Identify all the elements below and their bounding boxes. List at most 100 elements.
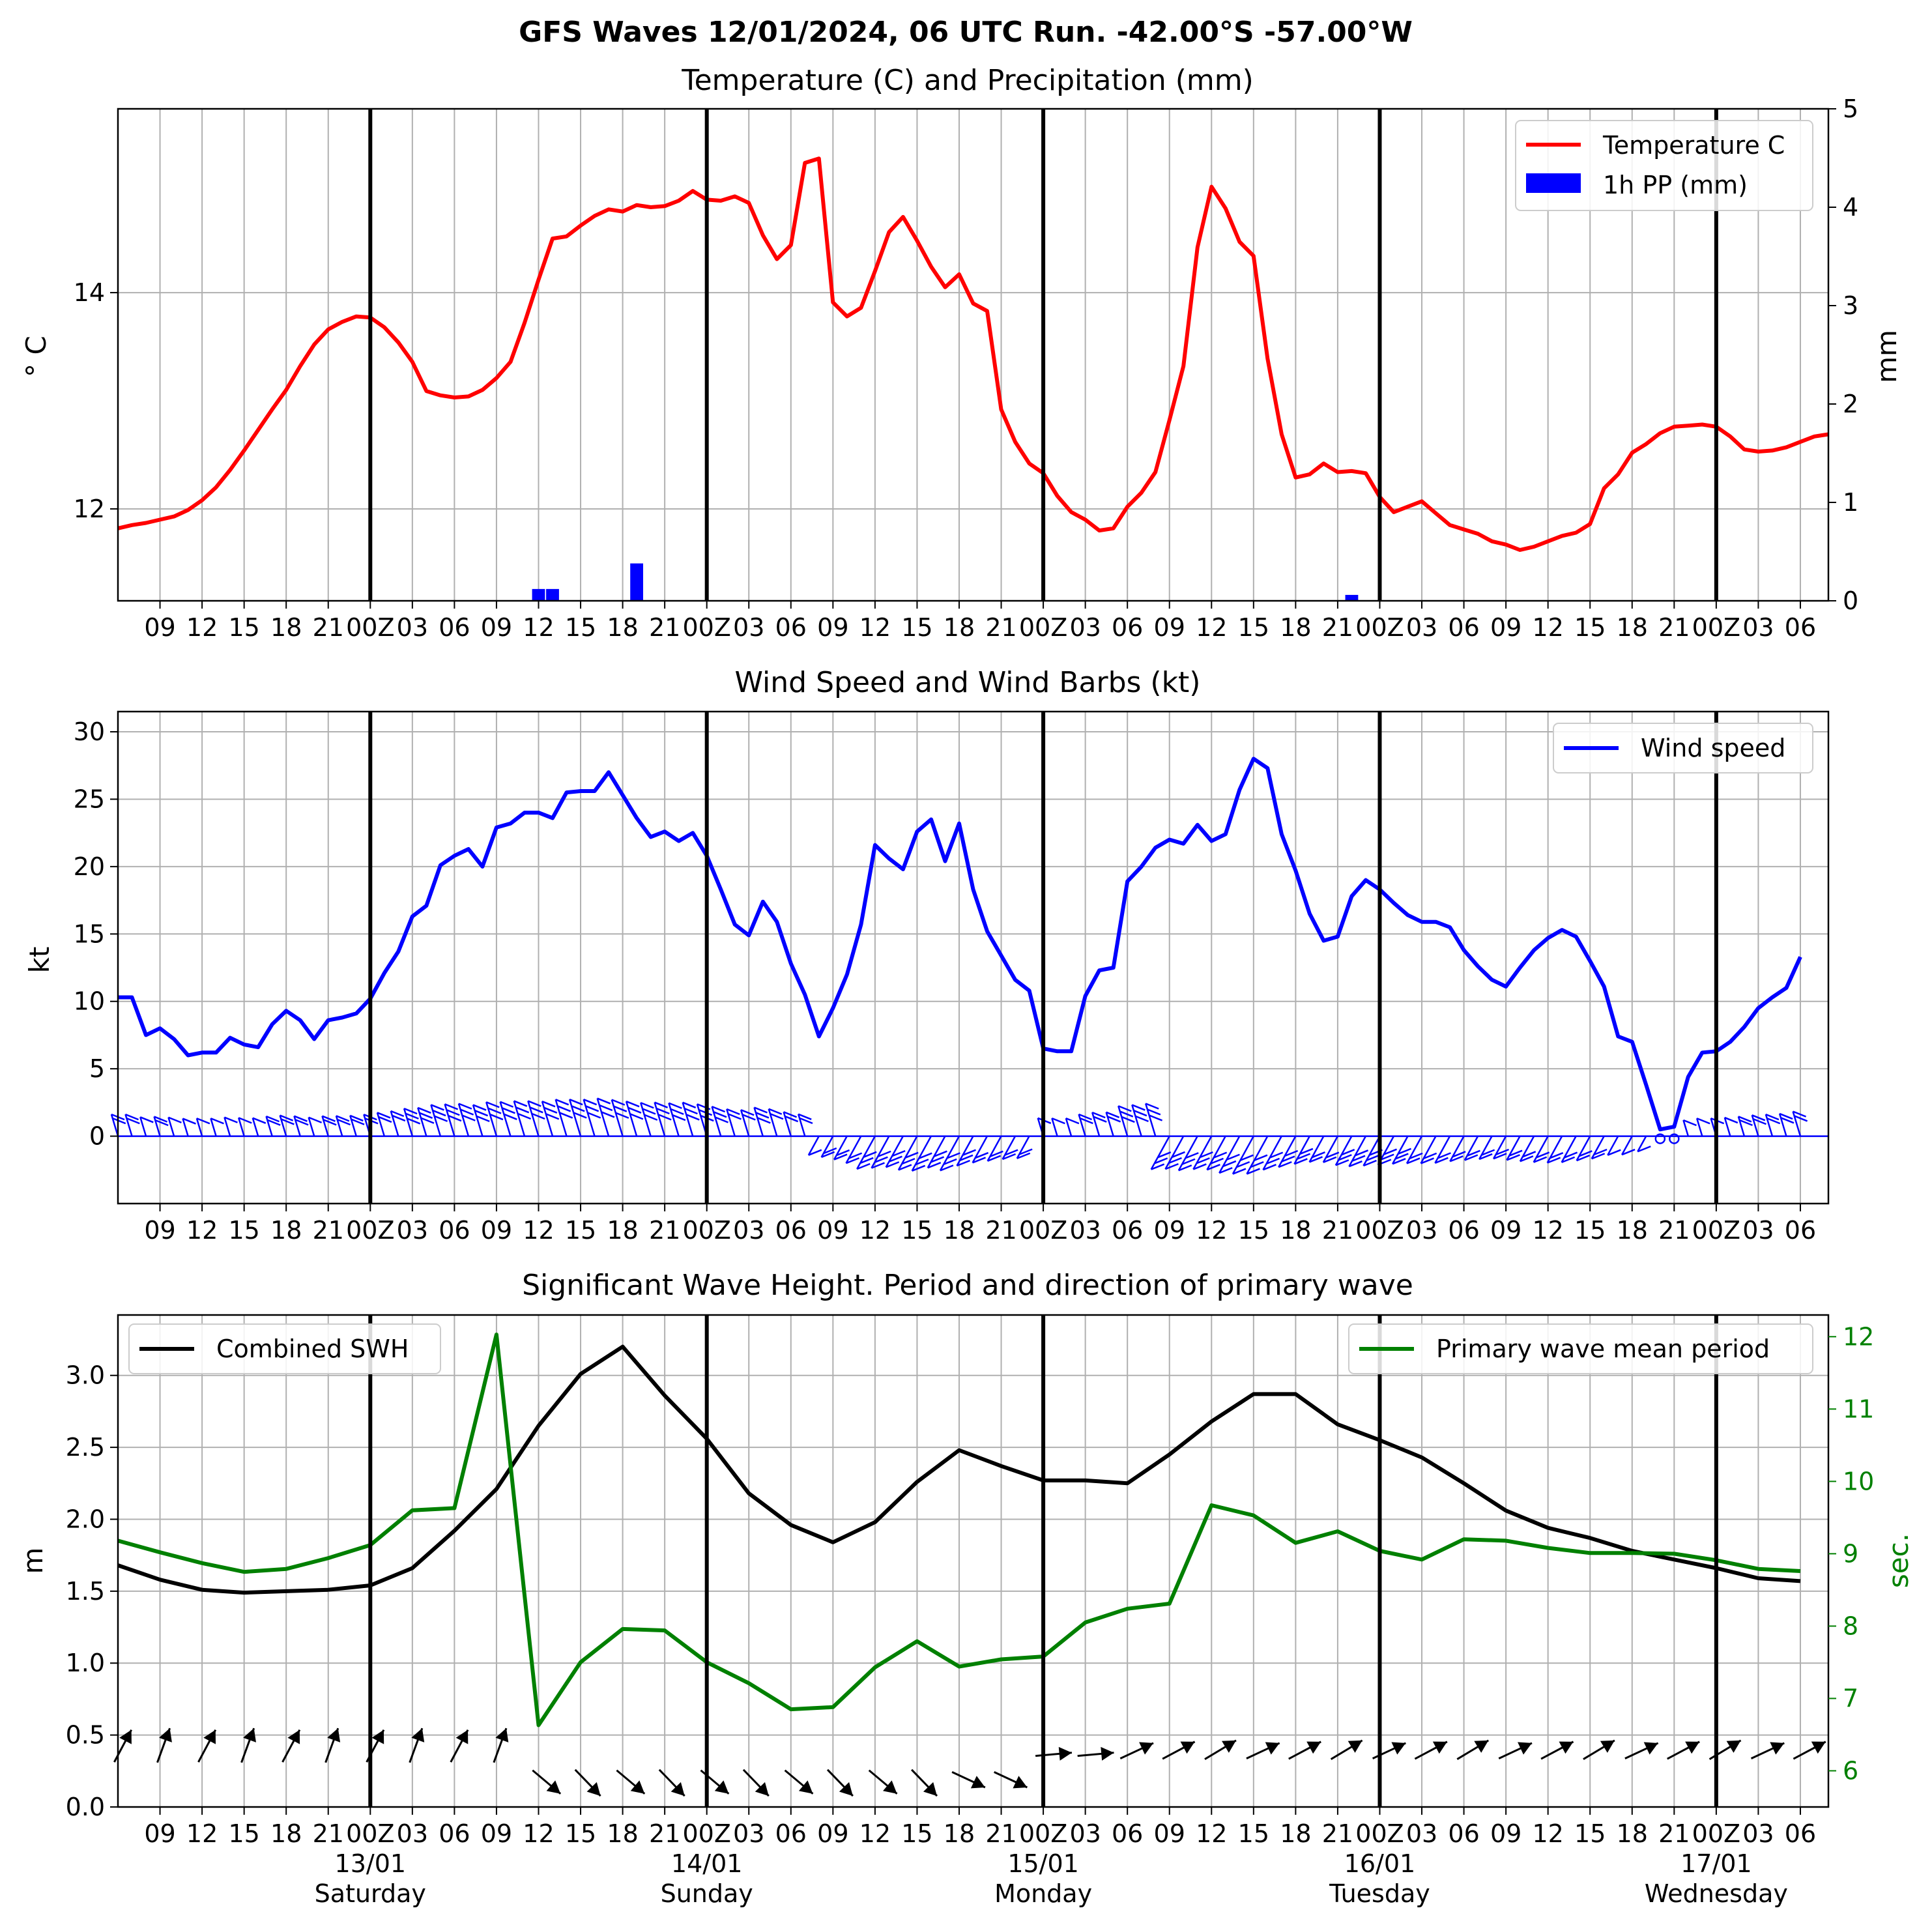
wind-barb-feather [474, 1110, 489, 1117]
y-tick-label: 5 [89, 1054, 105, 1083]
wind-barb-feather [349, 1114, 364, 1122]
wind-barb-feather [1696, 1118, 1710, 1125]
wind-barbs [110, 1097, 1828, 1175]
wind-barb-feather [419, 1112, 433, 1119]
wind-barb [223, 1117, 231, 1136]
wind-barb-feather [1135, 1115, 1149, 1123]
x-tick-label: 09 [817, 1216, 848, 1245]
wind-barb-feather [1199, 1151, 1213, 1159]
wind-barb [182, 1118, 189, 1136]
wind-barb [1492, 1135, 1507, 1159]
x-tick-label: 06 [1785, 613, 1816, 642]
x-tick-label: 00Z [682, 1819, 730, 1848]
wind-barb-feather [611, 1099, 626, 1106]
waves-axes-frame [117, 1314, 1830, 1808]
wind-barb [972, 1135, 988, 1163]
wind-barb-feather [1724, 1116, 1738, 1124]
wind-barb [1348, 1135, 1367, 1167]
wind-barb-feather [541, 1101, 556, 1108]
x-tick-label: 06 [775, 1216, 807, 1245]
x-tick-label: 06 [1112, 1819, 1143, 1848]
x-tick-label: 03 [397, 613, 428, 642]
wind-barb-feather [1004, 1149, 1018, 1156]
wind-barb-feather [597, 1097, 611, 1105]
wind-barb-feather [874, 1156, 888, 1163]
wind-barb-feather [1239, 1154, 1254, 1161]
x-tick-label: 12 [1532, 1216, 1563, 1245]
wave-arrow-head [1101, 1746, 1114, 1761]
wave-arrow-head [670, 1782, 685, 1797]
wave-arrow-head [203, 1729, 216, 1744]
waves-y-ticks: 0.0 0.5 1.0 1.5 2.0 2.5 3.0 6 7 8 9 10 11 12 [66, 1322, 1875, 1821]
y-tick-label-right: 3 [1843, 291, 1858, 320]
wind-grid [118, 712, 1828, 1204]
x-tick-label: 21 [649, 1819, 680, 1848]
wind-barb-feather [1398, 1148, 1411, 1155]
x-tick-label: 15 [901, 613, 932, 642]
wind-barb-feather [1495, 1148, 1509, 1156]
wind-barb [1078, 1114, 1086, 1136]
x-tick-label: 15 [228, 613, 259, 642]
wave-arrow-head [1726, 1740, 1741, 1753]
wind-barb [1192, 1135, 1213, 1170]
wind-barb-feather [1338, 1154, 1352, 1161]
wave-arrow-head [159, 1728, 172, 1742]
wind-barb-feather [489, 1113, 504, 1121]
wind-barb-feather [223, 1116, 238, 1123]
x-tick-label: 09 [1154, 613, 1185, 642]
y-tick-label-right: 8 [1843, 1611, 1858, 1640]
wind-barb [499, 1101, 512, 1136]
x-tick-label: 21 [985, 613, 1016, 642]
wind-barb-feather [1236, 1161, 1250, 1168]
wind-barb-feather [543, 1106, 558, 1114]
wind-barb [871, 1135, 890, 1169]
wind-barb-feather [1434, 1157, 1449, 1164]
x-tick-label: 15 [565, 1819, 596, 1848]
wind-barb [444, 1104, 455, 1136]
wave-arrow-head [1474, 1740, 1489, 1753]
wind-barb-feather [503, 1113, 517, 1120]
wind-barb-feather [559, 1112, 573, 1119]
x-tick-label: 00Z [1019, 1216, 1067, 1245]
wind-barb-feather [904, 1151, 919, 1159]
wind-barb-feather [337, 1118, 351, 1126]
y-tick-label: 25 [74, 785, 105, 813]
wind-barb-feather [1196, 1157, 1210, 1164]
wind-barb-feather [901, 1157, 916, 1165]
temperature-legend: Temperature C 1h PP (mm) [1515, 120, 1813, 211]
y-tick-label-right: 6 [1843, 1756, 1858, 1785]
waves-panel: Significant Wave Height. Period and dire… [17, 1269, 1914, 1908]
wind-barb [1434, 1135, 1451, 1164]
x-tick-label: 15 [228, 1216, 259, 1245]
x-tick-label: 09 [144, 613, 175, 642]
x-tick-label: 03 [397, 1216, 428, 1245]
x-tick-label: 12 [523, 613, 554, 642]
wind-barb-feather [1266, 1157, 1280, 1165]
wind-barb-feather [420, 1117, 435, 1124]
wind-barb-feather [1254, 1154, 1268, 1161]
wind-barb [1682, 1119, 1690, 1136]
wind-barb-feather [154, 1119, 169, 1127]
wind-barb [711, 1106, 722, 1136]
wind-barb [430, 1105, 442, 1136]
wind-barb-feather [336, 1115, 350, 1122]
x-tick-label: 12 [1196, 1216, 1227, 1245]
wind-barb-feather [280, 1118, 295, 1125]
wind-barb-feather [918, 1152, 932, 1159]
wind-barb-feather [1576, 1154, 1591, 1162]
y-tick-label-right: 7 [1843, 1684, 1858, 1712]
wave-arrow-head [1306, 1741, 1321, 1754]
x-tick-label: 00Z [346, 1216, 394, 1245]
y-tick-label: 30 [74, 717, 105, 746]
wind-barb-calm [1654, 1133, 1666, 1144]
wind-legend: Wind speed [1553, 723, 1813, 773]
wind-barb-feather [670, 1108, 684, 1116]
swh-line [117, 1344, 1801, 1595]
wind-barb [1765, 1114, 1774, 1136]
x-tick-label: 00Z [682, 1216, 730, 1245]
wind-barb-feather [656, 1107, 670, 1115]
wind-barb-feather [461, 1114, 476, 1121]
wind-barb-feather [1423, 1152, 1437, 1160]
wind-barb-feather [293, 1115, 308, 1122]
x-tick-label: 09 [817, 613, 848, 642]
